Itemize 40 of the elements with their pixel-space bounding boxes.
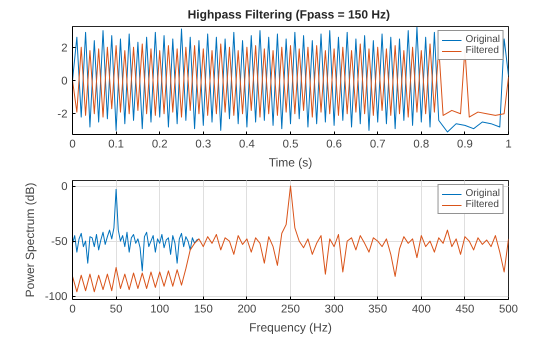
line-series <box>72 43 508 118</box>
y-tick-label: -2 <box>57 108 68 121</box>
chart-title: Highpass Filtering (Fpass = 150 Hz) <box>188 8 390 22</box>
x-tick-label: 500 <box>499 304 518 316</box>
y-axis-title: Power Spectrum (dB) <box>22 182 37 298</box>
x-tick-label: 150 <box>194 304 213 316</box>
line-series <box>72 188 200 272</box>
x-tick-label: 0 <box>69 138 76 150</box>
x-tick-label: 0.4 <box>239 138 255 150</box>
x-tick-label: 350 <box>368 304 388 316</box>
x-axis-title: Time (s) <box>268 156 312 170</box>
x-tick-label: 0.9 <box>457 138 473 150</box>
y-tick-label: 2 <box>61 42 68 54</box>
y-tick-label: -100 <box>44 291 68 304</box>
x-tick-label: 0.6 <box>326 138 342 150</box>
legend-label: Filtered <box>466 45 499 56</box>
legend-label: Filtered <box>466 199 499 210</box>
x-tick-label: 100 <box>150 304 170 316</box>
x-tick-label: 1 <box>505 138 512 150</box>
line-series <box>72 26 508 133</box>
y-tick-label: 0 <box>61 181 68 194</box>
y-tick-label: -50 <box>51 236 68 248</box>
legend-label: Original <box>466 34 500 45</box>
x-tick-label: 0.1 <box>108 138 124 150</box>
x-tick-label: 50 <box>110 304 122 316</box>
x-tick-label: 250 <box>281 304 300 316</box>
x-tick-label: 300 <box>324 304 344 316</box>
x-tick-label: 0.5 <box>282 138 298 150</box>
x-tick-label: 400 <box>412 304 431 316</box>
x-tick-label: 0.8 <box>413 138 430 150</box>
x-tick-label: 0.7 <box>370 138 386 150</box>
y-tick-label: 0 <box>61 76 68 88</box>
x-tick-label: 0 <box>69 304 76 316</box>
x-axis-title: Frequency (Hz) <box>249 320 332 334</box>
x-tick-label: 200 <box>237 304 256 316</box>
x-tick-label: 450 <box>455 304 474 316</box>
x-tick-label: 0.2 <box>152 138 168 150</box>
legend-label: Original <box>466 188 500 199</box>
x-tick-label: 0.3 <box>195 138 212 150</box>
line-series <box>72 186 508 292</box>
